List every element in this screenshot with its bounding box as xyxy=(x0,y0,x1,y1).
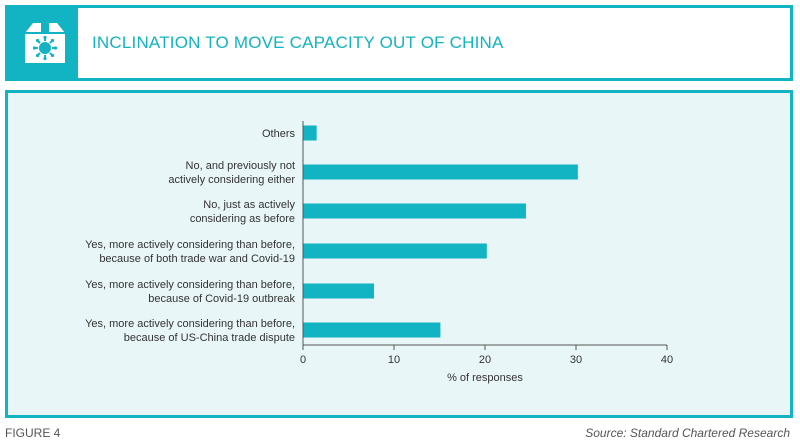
x-axis-title: % of responses xyxy=(447,372,523,384)
category-label: Yes, more actively considering than befo… xyxy=(85,279,295,305)
header-title-box: INCLINATION TO MOVE CAPACITY OUT OF CHIN… xyxy=(78,8,790,78)
category-label: No, and previously not actively consideri… xyxy=(168,160,295,186)
bar-chart: Others No, and previously not actively con… xyxy=(85,121,673,384)
bar xyxy=(303,203,526,219)
x-tick-label: 20 xyxy=(479,354,491,366)
x-tick-label: 10 xyxy=(388,354,400,366)
bar xyxy=(303,322,441,338)
bar xyxy=(303,125,317,141)
x-tick-label: 40 xyxy=(661,354,673,366)
figure-label: FIGURE 4 xyxy=(5,426,61,440)
virus-box-icon xyxy=(21,19,69,67)
x-tick-label: 0 xyxy=(300,354,306,366)
chart-title: INCLINATION TO MOVE CAPACITY OUT OF CHIN… xyxy=(92,33,504,52)
category-label: No, just as actively considering as befor… xyxy=(190,199,296,225)
bar xyxy=(303,243,487,259)
bar xyxy=(303,164,578,180)
chart-panel: Others No, and previously not actively con… xyxy=(5,90,793,418)
chart-header: INCLINATION TO MOVE CAPACITY OUT OF CHIN… xyxy=(5,5,793,81)
x-tick-label: 30 xyxy=(570,354,582,366)
bar xyxy=(303,283,374,299)
category-label: Others xyxy=(262,128,296,140)
category-label: Yes, more actively considering than befo… xyxy=(85,318,295,344)
category-label: Yes, more actively considering than befo… xyxy=(85,239,295,265)
source-note: Source: Standard Chartered Research xyxy=(585,426,790,440)
